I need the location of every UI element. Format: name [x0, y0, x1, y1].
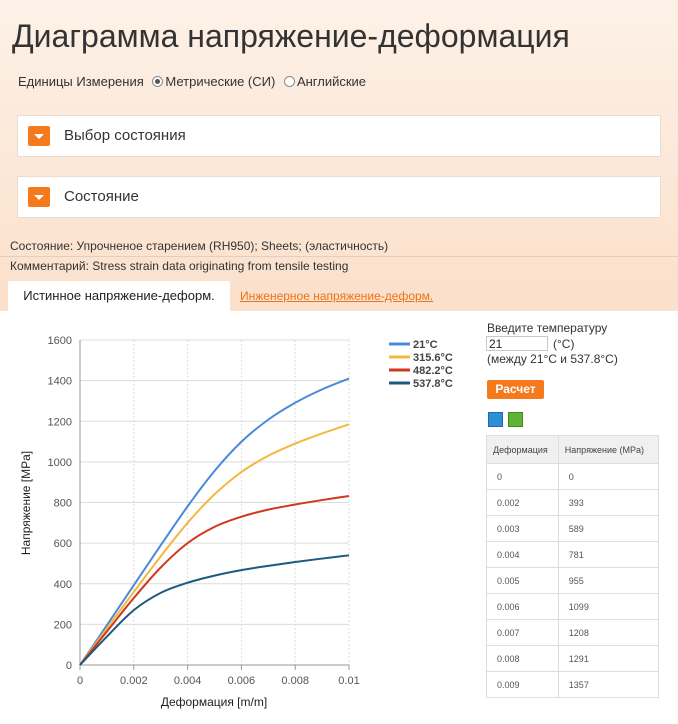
strain-cell: 0.007 — [486, 619, 559, 646]
y-tick-label: 1600 — [48, 335, 72, 347]
table-row: 0.009 1357 — [486, 671, 660, 698]
panel-state[interactable]: Состояние — [17, 176, 661, 218]
strain-cell: 0.006 — [486, 593, 559, 620]
units-option-metric[interactable]: Метрические (СИ) — [165, 74, 276, 89]
table-row: 0.003 589 — [486, 515, 660, 542]
tab-engineering-stress-strain[interactable]: Инженерное напряжение-деформ. — [240, 289, 434, 303]
series-line-2 — [79, 495, 350, 666]
stress-cell: 955 — [557, 567, 660, 594]
chart-series — [79, 377, 350, 666]
legend-label: 315.6°C — [413, 352, 453, 364]
y-tick-label: 0 — [66, 660, 72, 672]
temperature-input[interactable] — [486, 336, 548, 351]
table-row: 0.002 393 — [486, 489, 660, 516]
series-line-0 — [79, 377, 350, 666]
data-table: Деформация Напряжение (MPa) 0 0 0.002 393 0.… — [486, 435, 660, 698]
tab-true-stress-strain[interactable]: Истинное напряжение-деформ. — [8, 281, 230, 311]
y-tick-label: 600 — [54, 538, 72, 550]
header-area: Диаграмма напряжение-деформация Единицы … — [0, 0, 678, 311]
temperature-range: (между 21°C и 537.8°C) — [487, 352, 618, 366]
export-icon[interactable] — [488, 412, 503, 427]
stress-cell: 1357 — [557, 671, 660, 698]
stress-cell: 1291 — [557, 645, 660, 672]
y-tick-label: 1000 — [48, 457, 72, 469]
x-tick-label: 0.01 — [338, 675, 359, 687]
stress-strain-chart: 0 200 400 600 800 1000 1200 1400 1600 0 0.002 0.004… — [19, 335, 453, 709]
y-tick-label: 1400 — [48, 376, 72, 388]
table-header-stress: Напряжение (MPa) — [557, 435, 660, 464]
strain-cell: 0.002 — [486, 489, 559, 516]
stress-cell: 1208 — [557, 619, 660, 646]
strain-cell: 0.005 — [486, 567, 559, 594]
y-tick-label: 1200 — [48, 416, 72, 428]
strain-cell: 0 — [486, 463, 559, 490]
state-info: Состояние: Упрочненое старением (RH950);… — [10, 239, 389, 253]
table-row: 0.004 781 — [486, 541, 660, 568]
y-tick-label: 400 — [54, 579, 72, 591]
radio-metric[interactable] — [152, 76, 164, 87]
x-tick-label: 0.002 — [120, 675, 148, 687]
stress-cell: 781 — [557, 541, 660, 568]
legend-label: 537.8°C — [413, 378, 453, 390]
table-row: 0.005 955 — [486, 567, 660, 594]
y-tick-label: 200 — [54, 619, 72, 631]
strain-cell: 0.008 — [486, 645, 559, 672]
panel-title: Состояние — [64, 188, 139, 205]
temperature-unit: (°C) — [553, 337, 575, 351]
x-tick-label: 0.004 — [174, 675, 202, 687]
panel-state-selection[interactable]: Выбор состояния — [17, 115, 661, 157]
stress-cell: 0 — [557, 463, 660, 490]
units-selector: Единицы Измерения Метрические (СИ) Англи… — [18, 74, 366, 89]
swap-icon[interactable] — [508, 412, 523, 427]
x-tick-label: 0.006 — [228, 675, 256, 687]
y-tick-label: 800 — [54, 498, 72, 510]
divider — [0, 256, 678, 257]
chevron-down-icon[interactable] — [28, 187, 50, 207]
calculate-button[interactable]: Расчет — [487, 380, 544, 399]
y-axis-label: Напряжение [MPa] — [19, 451, 33, 555]
table-header-strain: Деформация — [486, 435, 559, 464]
x-axis-label: Деформация [m/m] — [161, 695, 267, 709]
table-row: 0.007 1208 — [486, 619, 660, 646]
units-label: Единицы Измерения — [18, 74, 144, 89]
units-option-english[interactable]: Английские — [296, 74, 367, 89]
series-line-3 — [79, 554, 350, 666]
page-title: Диаграмма напряжение-деформация — [12, 18, 570, 54]
comment-info: Комментарий: Stress strain data originat… — [10, 259, 349, 273]
series-line-1 — [79, 423, 350, 666]
strain-cell: 0.004 — [486, 541, 559, 568]
legend-label: 482.2°C — [413, 365, 453, 377]
radio-english[interactable] — [283, 76, 295, 87]
chevron-down-icon[interactable] — [28, 126, 50, 146]
legend-label: 21°C — [413, 339, 438, 351]
strain-cell: 0.009 — [486, 671, 559, 698]
stress-cell: 1099 — [557, 593, 660, 620]
table-row: 0.006 1099 — [486, 593, 660, 620]
panel-title: Выбор состояния — [64, 127, 186, 144]
chart-grid — [79, 339, 350, 666]
strain-cell: 0.003 — [486, 515, 559, 542]
chart-axes: 0 200 400 600 800 1000 1200 1400 1600 0 0.002 0.004… — [48, 335, 360, 687]
table-row: 0.008 1291 — [486, 645, 660, 672]
temperature-prompt: Введите температуру — [487, 321, 608, 335]
x-tick-label: 0.008 — [281, 675, 309, 687]
x-tick-label: 0 — [77, 675, 83, 687]
stress-cell: 589 — [557, 515, 660, 542]
stress-cell: 393 — [557, 489, 660, 516]
